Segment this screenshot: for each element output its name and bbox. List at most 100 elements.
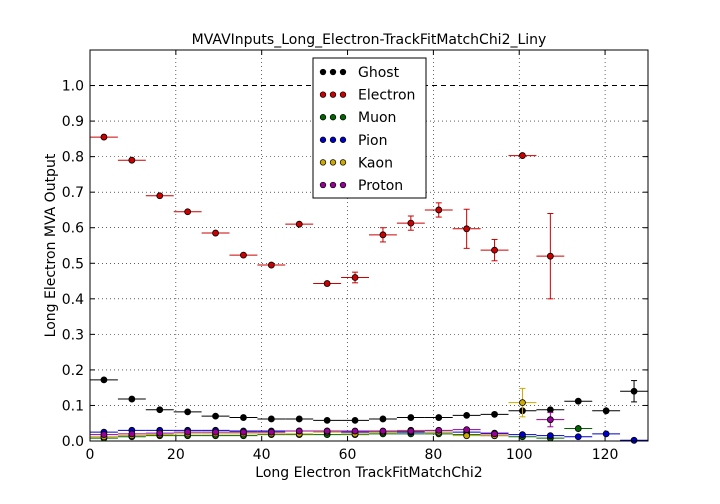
data-point [435,426,443,434]
data-point [407,414,415,421]
data-point [491,410,498,418]
data-point [574,397,582,405]
data-point [519,152,526,159]
series-proton [90,412,565,439]
data-point [212,428,219,436]
x-tick-label: 0 [86,447,95,463]
grid [90,50,648,441]
data-point [463,412,471,419]
legend-item-pion: Pion [319,133,387,149]
data-point [212,229,219,237]
data-point [463,432,471,440]
data-point [295,220,303,228]
data-point [295,415,303,423]
data-point [323,280,331,287]
data-point [267,428,275,436]
data-point [240,414,247,421]
series-ghost [90,376,648,424]
legend-marker [319,68,327,76]
legend-item-muon: Muon [319,110,396,126]
x-tick-label: 100 [506,447,533,463]
data-point [546,432,554,440]
legend-item-electron: Electron [319,88,415,104]
data-point [100,376,108,384]
data-point [156,406,164,414]
data-point [602,407,610,415]
y-tick-label: 0.6 [62,221,84,237]
legend-marker [329,181,337,189]
y-tick-label: 1.0 [62,79,84,95]
data-point [379,415,387,423]
data-point [546,406,554,414]
data-point [463,426,471,434]
data-point [184,208,192,216]
legend-marker [339,68,347,76]
legend-item-proton: Proton [319,178,403,194]
data-point [184,408,192,416]
y-tick-label: 0.4 [62,292,84,308]
y-tick-label: 0.9 [62,114,84,130]
legend-label: Kaon [358,155,393,171]
data-point [351,416,359,424]
legend-label: Ghost [358,65,400,81]
legend-marker [339,136,347,143]
legend-marker [329,136,337,143]
legend-label: Muon [358,110,396,126]
data-point [602,430,610,438]
data-point [435,414,443,421]
x-tick-label: 60 [339,447,357,463]
legend-label: Electron [358,88,415,104]
data-point [156,429,164,437]
chart-title: MVAVInputs_Long_Electron-TrackFitMatchCh… [192,32,547,48]
data-point [100,133,108,141]
legend-box [312,57,427,199]
legend-marker [329,159,337,166]
legend-marker [339,91,347,98]
data-point [267,415,275,423]
data-point [351,274,359,281]
data-point [323,427,331,435]
data-point [519,399,526,407]
data-point [491,246,498,254]
legend-marker [329,91,337,98]
data-point [519,431,526,439]
x-tick-label: 120 [592,447,619,463]
y-tick-label: 0.2 [62,363,84,379]
data-point [407,219,415,227]
y-tick-label: 0.1 [62,398,84,414]
data-point [212,412,219,420]
legend: Ghost Electron Muon Pion Kaon Proton [312,57,427,199]
legend-marker [319,114,327,121]
data-point [295,427,303,435]
data-point [323,416,331,424]
legend-marker [319,136,327,143]
data-point [100,431,108,439]
legend-label: Pion [358,133,387,149]
data-point [240,428,247,436]
y-tick-label: 0.0 [62,434,84,450]
legend-marker [339,114,347,121]
x-tick-label: 80 [424,447,442,463]
data-point [128,430,136,438]
plot-frame [89,49,649,442]
legend-marker [319,91,327,98]
y-tick-label: 0.8 [62,150,84,166]
data-point [546,252,554,260]
x-axis-label: Long Electron TrackFitMatchChi2 [255,465,482,481]
data-point [630,436,638,444]
data-point [240,251,247,259]
y-tick-label: 0.5 [62,256,84,272]
y-tick-label: 0.7 [62,185,84,201]
legend-label: Proton [358,178,403,194]
data-point [463,225,471,233]
legend-marker [329,68,337,76]
data-point [574,425,582,432]
legend-marker [329,114,337,121]
legend-marker [339,181,347,189]
legend-marker [339,159,347,166]
y-tick-label: 0.3 [62,327,84,343]
legend-marker [319,181,327,189]
x-tick-label: 20 [167,447,185,463]
data-point [128,156,136,164]
data-point [267,261,275,269]
